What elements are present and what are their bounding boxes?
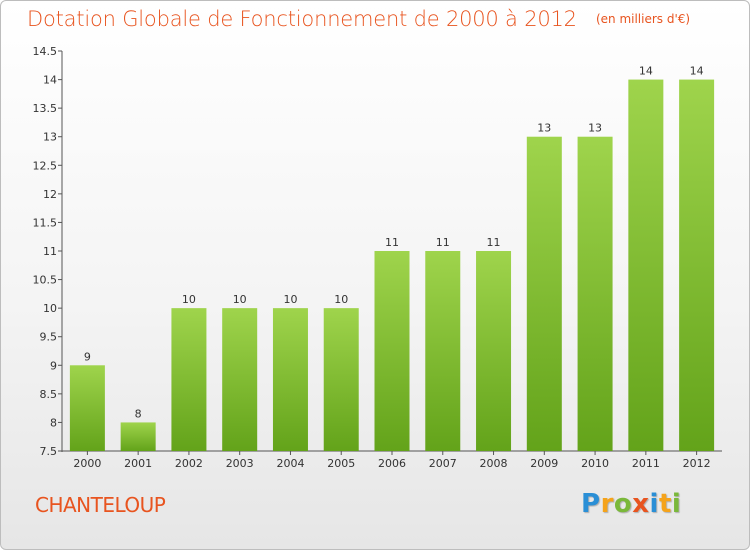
y-tick-label: 14.5 [33,45,58,58]
data-label: 11 [436,236,450,249]
x-tick-label: 2004 [276,457,304,470]
y-tick-label: 12 [43,188,57,201]
y-tick-label: 13 [43,131,57,144]
data-label: 13 [537,122,551,135]
chart-subtitle: (en milliers d'€) [595,12,691,26]
bar [323,308,359,451]
y-tick-label: 11.5 [33,216,58,229]
x-tick-label: 2000 [73,457,101,470]
x-tick-label: 2009 [530,457,558,470]
x-tick-label: 2011 [632,457,660,470]
bar [679,79,715,452]
bar [577,136,613,451]
bar [222,308,258,451]
data-label: 10 [334,293,348,306]
x-tick-label: 2012 [683,457,711,470]
commune-name: CHANTELOUP [35,493,166,517]
y-tick-label: 8.5 [40,388,58,401]
y-tick-label: 11 [43,245,57,258]
bar [526,136,562,451]
y-tick-label: 13.5 [33,102,58,115]
bar [171,308,207,451]
y-tick-label: 10 [43,302,57,315]
x-tick-label: 2002 [175,457,203,470]
y-tick-label: 10.5 [33,274,58,287]
y-tick-label: 14 [43,74,57,87]
data-label: 13 [588,122,602,135]
chart-title-row: Dotation Globale de Fonctionnement de 20… [27,7,690,31]
data-label: 10 [283,293,297,306]
data-label: 8 [135,407,142,420]
data-label: 10 [182,293,196,306]
x-tick-label: 2008 [480,457,508,470]
y-tick-label: 8 [50,416,57,429]
y-tick-label: 9.5 [40,331,58,344]
bar [425,251,461,451]
bar [69,365,105,451]
bar [120,422,156,451]
bar [272,308,308,451]
data-label: 14 [690,65,704,78]
chart-title: Dotation Globale de Fonctionnement de 20… [27,7,577,31]
data-label: 14 [639,65,653,78]
x-tick-label: 2003 [226,457,254,470]
data-label: 10 [233,293,247,306]
x-tick-label: 2005 [327,457,355,470]
bar [628,79,664,452]
x-tick-label: 2006 [378,457,406,470]
x-tick-label: 2001 [124,457,152,470]
data-label: 9 [84,350,91,363]
data-label: 11 [385,236,399,249]
y-tick-label: 9 [50,359,57,372]
data-label: 11 [487,236,501,249]
y-tick-label: 12.5 [33,159,58,172]
bar [476,251,512,451]
bar [374,251,410,451]
proxiti-logo: Proxiti [581,489,682,519]
y-tick-label: 7.5 [40,445,58,458]
x-tick-label: 2010 [581,457,609,470]
x-tick-label: 2007 [429,457,457,470]
